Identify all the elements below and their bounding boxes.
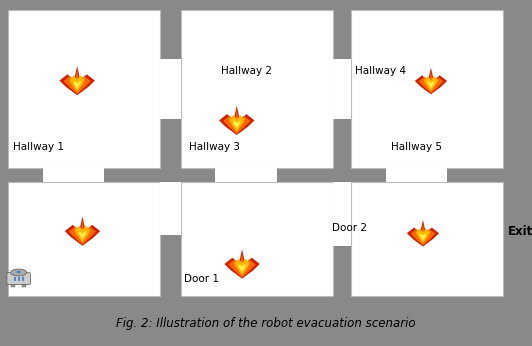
- Text: Exit: Exit: [508, 225, 532, 238]
- Polygon shape: [419, 233, 427, 241]
- Polygon shape: [225, 249, 260, 279]
- Text: Hallway 3: Hallway 3: [189, 142, 240, 152]
- Polygon shape: [64, 69, 90, 94]
- Polygon shape: [69, 75, 85, 92]
- Bar: [43, 168, 104, 182]
- Text: Hallway 5: Hallway 5: [391, 142, 442, 152]
- Polygon shape: [229, 115, 245, 132]
- Bar: [181, 182, 332, 296]
- Bar: [22, 283, 26, 287]
- Polygon shape: [234, 259, 250, 275]
- Bar: [181, 10, 332, 168]
- Text: Hallway 4: Hallway 4: [355, 66, 406, 76]
- Polygon shape: [419, 71, 443, 93]
- Bar: [160, 59, 181, 119]
- Bar: [14, 277, 16, 281]
- Text: Hallway 2: Hallway 2: [221, 66, 272, 76]
- Polygon shape: [238, 264, 246, 272]
- Bar: [215, 168, 277, 182]
- Ellipse shape: [11, 269, 27, 276]
- Polygon shape: [69, 220, 96, 245]
- Polygon shape: [411, 223, 435, 246]
- Bar: [351, 10, 503, 168]
- Polygon shape: [407, 220, 439, 246]
- Circle shape: [16, 271, 21, 273]
- Polygon shape: [219, 106, 254, 135]
- Polygon shape: [73, 81, 81, 89]
- Bar: [11, 283, 15, 287]
- Bar: [8, 10, 160, 168]
- Polygon shape: [233, 120, 240, 129]
- Polygon shape: [427, 81, 435, 89]
- Bar: [18, 277, 20, 281]
- Bar: [351, 182, 503, 296]
- Bar: [160, 182, 181, 235]
- Bar: [332, 59, 351, 119]
- Bar: [332, 182, 351, 246]
- Polygon shape: [223, 109, 250, 134]
- Bar: [386, 168, 447, 182]
- Text: Door 1: Door 1: [184, 274, 219, 283]
- Polygon shape: [60, 66, 95, 95]
- Polygon shape: [415, 68, 447, 94]
- Polygon shape: [423, 76, 438, 91]
- Text: Hallway 1: Hallway 1: [13, 142, 64, 152]
- FancyBboxPatch shape: [7, 273, 30, 284]
- Polygon shape: [229, 253, 255, 277]
- Polygon shape: [415, 228, 430, 244]
- Polygon shape: [79, 231, 86, 239]
- Polygon shape: [74, 226, 90, 243]
- Bar: [21, 277, 23, 281]
- Polygon shape: [65, 217, 100, 246]
- Text: Door 2: Door 2: [332, 224, 368, 233]
- Text: Fig. 2: Illustration of the robot evacuation scenario: Fig. 2: Illustration of the robot evacua…: [116, 317, 416, 330]
- Bar: [8, 182, 160, 296]
